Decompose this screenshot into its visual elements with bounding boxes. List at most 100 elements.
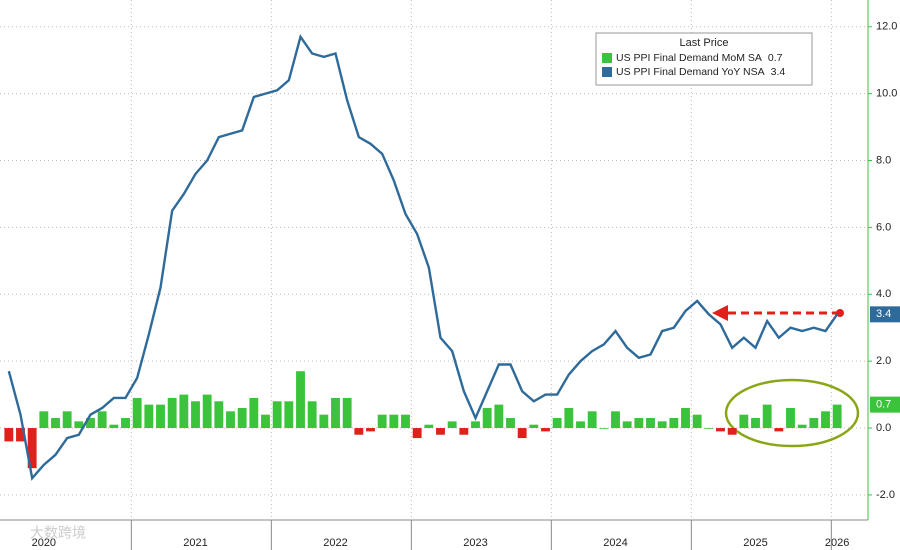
bar [167, 397, 177, 429]
bar [331, 397, 340, 429]
bar [121, 418, 130, 429]
bar [237, 407, 247, 429]
bar [389, 414, 399, 429]
legend-label: US PPI Final Demand YoY NSA [616, 66, 765, 78]
legend-title: Last Price [680, 37, 729, 49]
bar [401, 414, 410, 429]
bar [354, 428, 364, 435]
bar [179, 394, 189, 429]
x-tick-label: 2020 [32, 537, 56, 549]
bar [482, 407, 492, 429]
bar [634, 418, 644, 429]
bar [97, 411, 107, 429]
bar [319, 414, 329, 429]
bar [751, 418, 760, 429]
bar [692, 414, 702, 429]
bar [366, 428, 375, 432]
bar [762, 404, 772, 429]
x-tick-label: 2026 [825, 537, 849, 549]
legend-swatch [602, 53, 612, 63]
bar [377, 414, 387, 429]
bar [86, 418, 95, 429]
x-tick-label: 2022 [323, 537, 347, 549]
last-value-label: 0.7 [876, 399, 891, 411]
bar [681, 407, 690, 429]
bar [809, 418, 819, 429]
bar [622, 421, 632, 429]
bar [611, 411, 620, 429]
bar [821, 411, 830, 429]
bar [564, 407, 574, 429]
bar [132, 397, 142, 429]
bar [669, 418, 679, 429]
bar [447, 421, 457, 429]
bar [517, 428, 527, 439]
watermark: 大数跨境 [30, 525, 86, 541]
bar [27, 428, 37, 469]
bar [552, 418, 562, 429]
y-tick-label: 6.0 [876, 221, 891, 233]
bar [16, 428, 25, 442]
x-tick-label: 2025 [743, 537, 767, 549]
legend-box [595, 32, 813, 86]
highlight-ellipse [724, 378, 860, 448]
bar [284, 401, 294, 429]
bar [412, 428, 422, 439]
x-tick-label: 2021 [183, 537, 207, 549]
last-value-label: 3.4 [876, 308, 891, 320]
bar [587, 411, 597, 429]
x-tick-label: 2024 [603, 537, 627, 549]
legend-label: US PPI Final Demand MoM SA [616, 52, 762, 64]
y-tick-label: 8.0 [876, 154, 891, 166]
bar [191, 401, 200, 429]
bar [272, 401, 282, 429]
bar [786, 407, 795, 429]
bar [646, 418, 655, 429]
bar [506, 418, 515, 429]
legend-value: 3.4 [771, 66, 786, 78]
bar [109, 424, 119, 429]
bar [494, 404, 504, 429]
bar [39, 411, 49, 429]
y-tick-label: 2.0 [876, 355, 891, 367]
bar [797, 424, 807, 429]
bar [214, 401, 224, 429]
bar [424, 424, 434, 429]
bar [4, 428, 14, 442]
bar [459, 428, 469, 435]
x-tick-label: 2023 [463, 537, 487, 549]
bar [202, 394, 212, 429]
bar [541, 428, 550, 432]
bar [774, 428, 784, 432]
bar [307, 401, 317, 429]
bar [249, 397, 259, 429]
bar [599, 428, 609, 429]
y-tick-label: -2.0 [876, 489, 895, 501]
y-tick-label: 10.0 [876, 88, 897, 100]
arrow-head [712, 305, 728, 321]
y-tick-label: 12.0 [876, 21, 897, 33]
last-value-tag [870, 306, 900, 323]
bar [727, 428, 737, 435]
bar [226, 411, 235, 429]
legend-swatch [602, 67, 612, 77]
bar [716, 428, 725, 432]
bar [529, 424, 539, 429]
bar [51, 418, 60, 429]
line [7, 33, 839, 481]
bar [261, 414, 270, 429]
bar [832, 404, 842, 429]
bar [739, 414, 749, 429]
bar [342, 397, 352, 429]
y-tick-label: 4.0 [876, 288, 891, 300]
bar [576, 421, 585, 429]
bar [657, 421, 667, 429]
bar [436, 428, 445, 435]
bar [156, 404, 165, 429]
last-value-tag [870, 396, 900, 413]
bar [296, 371, 305, 429]
bar [62, 411, 72, 429]
bar [704, 428, 714, 429]
bar [144, 404, 154, 429]
